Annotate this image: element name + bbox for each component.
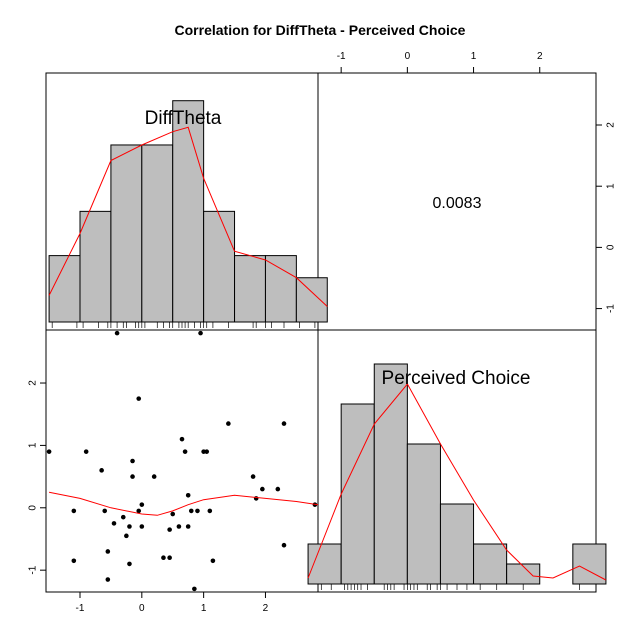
scatter-point-29 bbox=[185, 493, 191, 498]
top-axis-tick-label-1: 0 bbox=[405, 51, 411, 62]
rug-choice bbox=[320, 584, 580, 590]
scatter-point-7 bbox=[105, 577, 111, 582]
top-axis-tick-label-0: -1 bbox=[337, 51, 346, 62]
right-axis-tick-label-3: 2 bbox=[606, 122, 617, 128]
scatter-point-38 bbox=[226, 421, 231, 426]
diff-bar-8 bbox=[295, 277, 328, 323]
panel-bottom-right-frame bbox=[317, 329, 597, 593]
bottom-axis-tick-label-2: 1 bbox=[201, 603, 207, 614]
lowess-curve bbox=[49, 491, 319, 516]
diff-bar-6 bbox=[234, 255, 266, 323]
scatter-point-37 bbox=[210, 558, 216, 564]
scatter-point-6 bbox=[105, 549, 111, 554]
scatter-point-31 bbox=[192, 586, 197, 592]
choice-bar-0 bbox=[307, 543, 342, 585]
bottom-axis-tick-label-0: -1 bbox=[76, 603, 85, 614]
scatter-point-21 bbox=[161, 555, 166, 560]
scatter-point-25 bbox=[176, 524, 182, 529]
choice-bar-4 bbox=[439, 503, 475, 585]
scatter-point-12 bbox=[127, 561, 132, 567]
scatter-point-0 bbox=[46, 449, 52, 454]
scatter-point-41 bbox=[260, 486, 265, 492]
diagonal-label-perceived-choice: Perceived Choice bbox=[382, 368, 531, 389]
scatter-point-35 bbox=[204, 449, 210, 454]
axes: -1 0 1 2 -1 0 1 2 -1 0 1 2 -1 0 1 2 bbox=[28, 51, 617, 614]
scatter-point-5 bbox=[102, 508, 108, 514]
scatter-point-10 bbox=[120, 514, 126, 520]
density-curve-choice bbox=[307, 383, 607, 581]
scatter-point-22 bbox=[167, 527, 172, 532]
density-curve-diff bbox=[48, 126, 328, 307]
scatter-point-16 bbox=[136, 396, 142, 401]
scatter-point-20 bbox=[151, 474, 157, 479]
diagonal-label-difftheta: DiffTheta bbox=[145, 108, 222, 129]
scatter-point-30 bbox=[188, 508, 194, 514]
scatter-point-17 bbox=[136, 508, 142, 514]
diff-bar-7 bbox=[264, 255, 297, 323]
bottom-axis-tick-label-1: 0 bbox=[139, 603, 145, 614]
rug-diff bbox=[51, 322, 316, 328]
choice-bar-1 bbox=[340, 403, 375, 585]
scatter-point-1 bbox=[71, 508, 77, 514]
scatter-point-44 bbox=[281, 542, 287, 548]
choice-bar-8 bbox=[572, 543, 607, 585]
bottom-axis-tick-label-3: 2 bbox=[263, 603, 269, 614]
diff-bar-2 bbox=[110, 144, 143, 323]
scatter-point-24 bbox=[170, 511, 176, 517]
scatter-point-32 bbox=[195, 508, 200, 514]
diff-bar-5 bbox=[203, 210, 236, 323]
scatter-points bbox=[46, 330, 318, 592]
scatter-point-43 bbox=[281, 421, 287, 426]
left-axis-tick-label-1: 0 bbox=[28, 505, 39, 511]
scatter-point-15 bbox=[130, 474, 135, 479]
scatter-point-8 bbox=[111, 521, 117, 526]
choice-bar-3 bbox=[406, 443, 441, 585]
diff-bar-3 bbox=[141, 144, 174, 323]
scatter-point-26 bbox=[179, 436, 185, 442]
left-axis-tick-label-2: 1 bbox=[28, 442, 39, 448]
diff-bar-4 bbox=[172, 100, 205, 323]
scatter-point-42 bbox=[275, 486, 281, 492]
scatter-point-4 bbox=[99, 468, 104, 473]
right-axis-tick-label-2: 1 bbox=[606, 183, 617, 189]
left-axis-tick-label-0: -1 bbox=[28, 565, 39, 574]
diff-bar-0 bbox=[48, 255, 81, 323]
diff-bar-1 bbox=[79, 210, 112, 323]
scatter-point-23 bbox=[167, 555, 172, 560]
histogram-diff bbox=[48, 100, 328, 323]
scatter-point-11 bbox=[124, 533, 129, 539]
choice-bar-6 bbox=[506, 563, 541, 585]
correlation-value: 0.0083 bbox=[433, 195, 482, 212]
scatter-point-19 bbox=[139, 502, 145, 507]
scatter-point-14 bbox=[130, 458, 135, 464]
histogram-choice bbox=[307, 363, 607, 585]
scatter-point-2 bbox=[71, 558, 77, 564]
right-axis-tick-label-0: -1 bbox=[606, 304, 617, 313]
scatter-point-9 bbox=[114, 330, 120, 336]
scatter-point-18 bbox=[139, 524, 145, 529]
left-axis-tick-label-3: 2 bbox=[28, 380, 39, 386]
choice-bar-2 bbox=[373, 363, 408, 585]
scatter-point-28 bbox=[185, 524, 191, 529]
top-axis-tick-label-2: 1 bbox=[471, 51, 477, 62]
scatter-point-27 bbox=[182, 449, 188, 454]
scatter-point-33 bbox=[198, 330, 203, 336]
top-axis-tick-label-3: 2 bbox=[537, 51, 543, 62]
scatter-point-13 bbox=[127, 524, 132, 529]
right-axis-tick-label-1: 0 bbox=[606, 244, 617, 250]
choice-bar-5 bbox=[473, 543, 508, 585]
scatter-point-36 bbox=[207, 508, 213, 514]
chart-title: Correlation for DiffTheta - Perceived Ch… bbox=[175, 22, 466, 38]
scatter-point-39 bbox=[250, 474, 256, 479]
scatter-point-3 bbox=[83, 449, 89, 454]
